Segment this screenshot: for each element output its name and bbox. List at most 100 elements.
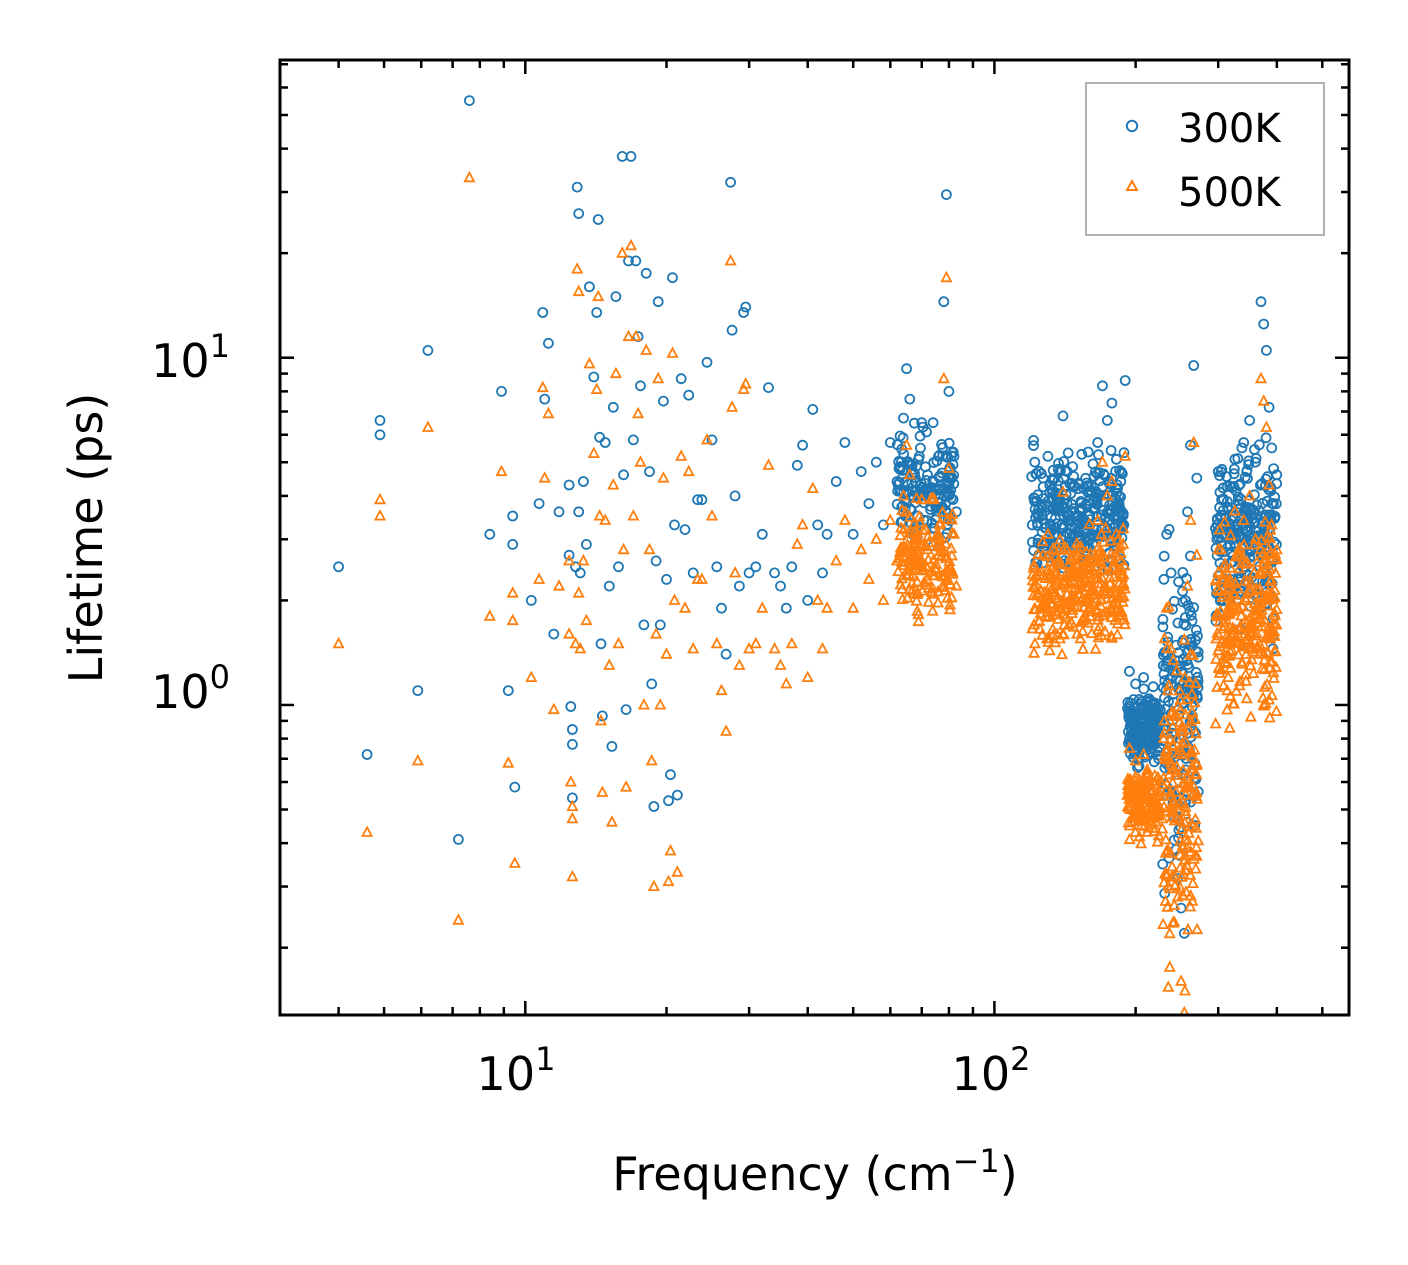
data-point-500k [932,527,945,539]
data-point-300k-dense [916,478,927,490]
data-point-500k [1190,548,1203,560]
data-point-300k-dense [1054,504,1066,516]
data-point-300k-dense [1172,617,1184,629]
data-point-500k-dense [1263,661,1276,673]
data-point-300k-dense [1188,725,1200,737]
data-point-500k [502,756,515,768]
data-point-500k-dense [1057,578,1071,590]
data-point-300k-dense [1255,479,1266,491]
data-point-300k-dense [1241,464,1253,476]
data-point-300k [1101,414,1113,426]
data-point-500k [592,289,605,302]
data-point-300k [1263,401,1275,413]
data-point-500k-dense [1222,587,1235,600]
data-point-300k-dense [1104,478,1115,489]
data-point-500k-dense [1186,788,1199,800]
data-point-500k-dense [895,582,909,594]
data-point-500k-dense [1108,560,1121,572]
data-point-500k [1179,1005,1190,1015]
data-point-300k [374,429,386,441]
data-point-500k-dense [1257,637,1271,650]
data-point-500k [710,636,723,649]
data-point-500k-dense [1267,616,1280,629]
data-point-500k-dense [1242,612,1255,625]
data-point-300k [1191,472,1203,484]
data-point-300k [1258,318,1270,330]
data-point-500k-dense [1057,627,1070,640]
data-point-500k-dense [1170,759,1183,772]
data-point-500k-dense [1068,563,1081,575]
data-point-500k-dense [1247,566,1261,578]
data-point-500k-dense [1250,555,1264,567]
data-point-500k [801,670,814,682]
data-point-500k [1077,559,1090,572]
data-point-300k [1092,437,1104,448]
data-point-500k-dense [1188,712,1202,724]
data-point-500k-dense [1174,743,1188,755]
data-point-500k [695,572,709,584]
data-point-300k-dense [1268,498,1279,510]
data-point-300k-dense [1217,482,1229,494]
data-point-300k [1078,483,1090,494]
data-point-500k [733,658,746,670]
data-point-300k-dense [1268,463,1279,475]
data-point-500k-dense [939,536,953,549]
data-point-500k-dense [1116,595,1129,607]
data-point-300k [692,494,703,506]
data-point-500k [816,641,829,654]
data-point-500k-dense [1042,609,1055,621]
data-point-500k-dense [1270,552,1283,564]
data-point-500k [373,492,387,505]
data-point-300k-dense [1168,595,1180,607]
data-point-500k [847,601,860,613]
data-point-500k [728,565,742,578]
data-point-300k-dense [1147,681,1159,693]
data-point-300k [1051,498,1063,510]
data-point-500k [1174,974,1188,986]
data-point-500k-dense [1178,815,1191,828]
data-point-500k [566,811,579,824]
data-point-500k-dense [1181,922,1195,935]
data-point-500k [666,346,679,358]
data-point-300k-dense [1232,491,1244,503]
data-point-300k [567,739,578,750]
data-point-500k [411,753,424,766]
data-point-300k [1084,533,1096,545]
data-point-500k [1218,636,1232,649]
data-point-500k [607,478,620,490]
data-point-500k-dense [1055,647,1069,660]
data-point-300k [663,795,674,807]
data-point-500k-dense [1212,643,1225,656]
data-point-500k-dense [1088,584,1101,597]
x-tick-label-10: 101 [477,1040,556,1101]
data-point-300k [916,417,928,429]
data-point-300k [644,466,655,478]
data-point-300k [646,678,658,690]
data-point-300k-dense [1242,472,1253,484]
data-point-500k-dense [1256,661,1269,674]
data-point-500k-dense [1233,623,1246,635]
data-point-300k-dense [937,450,948,462]
data-point-300k [910,476,922,487]
data-point-300k [567,724,578,735]
data-point-500k [452,913,465,925]
data-point-500k-dense [1244,658,1257,671]
data-point-500k [594,713,608,726]
data-point-500k-dense [916,538,929,550]
data-point-300k [797,439,808,451]
data-point-300k-dense [1116,508,1128,519]
data-point-300k [1271,469,1283,481]
data-point-300k [509,781,521,793]
data-point-300k [1119,375,1131,386]
data-point-500k [619,780,633,792]
data-point-500k-dense [927,587,940,599]
data-point-500k-dense [1156,821,1169,834]
data-point-500k [1262,478,1276,490]
data-point-300k-dense [934,483,946,495]
data-point-300k-dense [1028,440,1039,452]
data-point-300k [716,602,727,614]
data-point-500k-dense [1168,898,1181,910]
data-point-300k-dense [1082,446,1094,458]
data-point-500k-dense [1034,606,1047,619]
data-point-300k-dense [1129,713,1141,724]
